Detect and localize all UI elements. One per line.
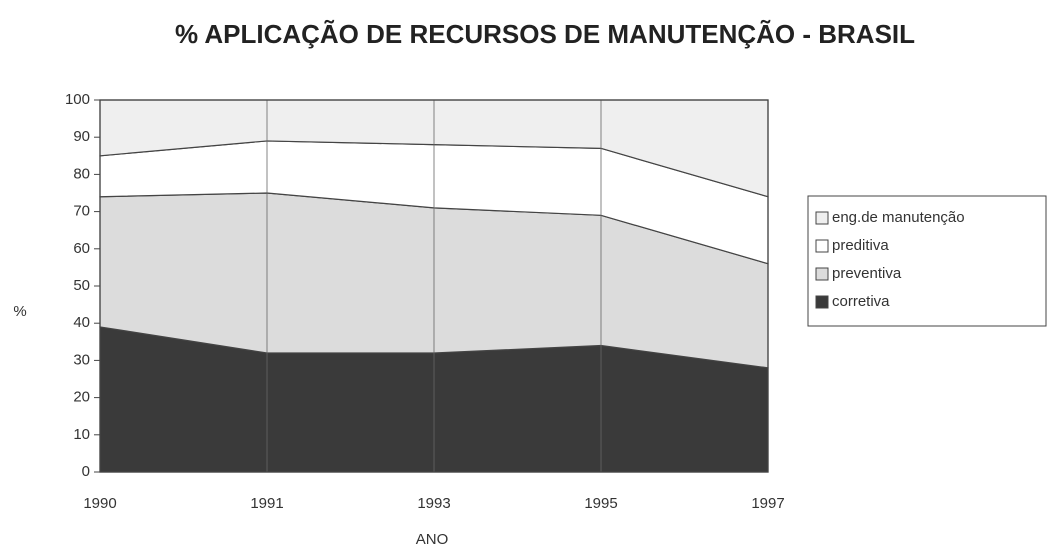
legend-swatch [815, 239, 829, 253]
y-tick-label: 90 [73, 128, 90, 145]
legend-swatch [815, 295, 829, 309]
x-axis-label: ANO [416, 531, 449, 548]
y-tick-label: 100 [65, 91, 90, 108]
y-axis-label: % [13, 303, 26, 320]
y-tick-label: 20 [73, 389, 90, 406]
legend-label: corretiva [832, 293, 890, 310]
y-tick-label: 0 [82, 463, 90, 480]
legend-label: preventiva [832, 265, 902, 282]
y-tick-label: 80 [73, 165, 90, 182]
x-tick-label: 1990 [83, 495, 116, 512]
y-tick-label: 70 [73, 203, 90, 220]
legend-label: eng.de manutenção [832, 209, 965, 226]
legend-box [807, 195, 1047, 327]
y-tick-label: 10 [73, 426, 90, 443]
y-tick-label: 30 [73, 351, 90, 368]
chart-title: % APLICAÇÃO DE RECURSOS DE MANUTENÇÃO - … [175, 19, 915, 49]
y-tick-label: 60 [73, 240, 90, 257]
legend-label: preditiva [832, 237, 889, 254]
x-tick-label: 1993 [417, 495, 450, 512]
x-tick-label: 1991 [250, 495, 283, 512]
y-tick-label: 40 [73, 314, 90, 331]
legend-swatch [815, 267, 829, 281]
x-tick-label: 1997 [751, 495, 784, 512]
legend-swatch [815, 211, 829, 225]
x-tick-label: 1995 [584, 495, 617, 512]
y-tick-label: 50 [73, 277, 90, 294]
